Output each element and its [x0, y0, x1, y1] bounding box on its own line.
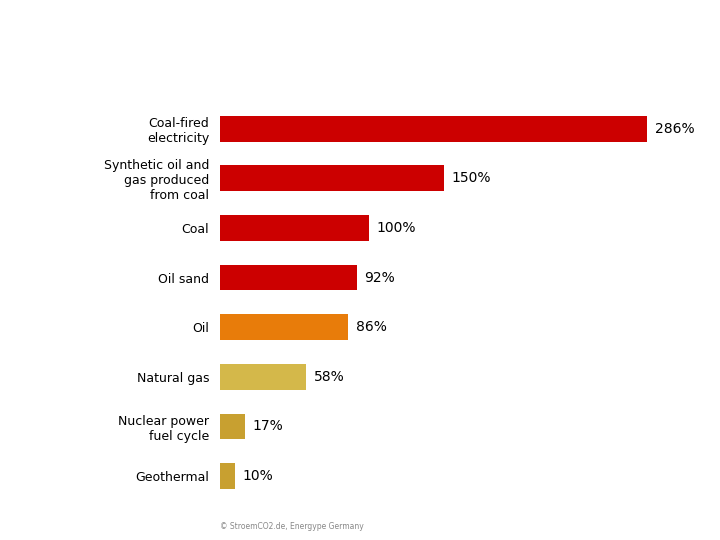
Text: 286%: 286%	[654, 122, 694, 136]
Text: 2: 2	[76, 30, 88, 48]
Text: Emissions Per Unit of Electrical: Emissions Per Unit of Electrical	[85, 15, 608, 43]
Text: 10%: 10%	[242, 469, 273, 483]
Bar	[220, 165, 444, 191]
Bar	[220, 364, 306, 390]
Bar	[220, 265, 357, 291]
Text: 150%: 150%	[451, 171, 491, 185]
Text: 86%: 86%	[356, 320, 387, 334]
Bar	[220, 463, 235, 489]
Bar	[220, 414, 245, 440]
Text: Energy Produced for Energy Sources: Energy Produced for Energy Sources	[20, 62, 623, 90]
Text: 100%: 100%	[377, 221, 416, 235]
Bar	[220, 116, 647, 141]
Text: CO: CO	[20, 15, 66, 43]
Bar	[220, 314, 348, 340]
Text: 17%: 17%	[253, 420, 283, 434]
Text: 58%: 58%	[314, 370, 344, 384]
Bar	[220, 215, 369, 241]
Text: © StroemCO2.de, Energype Germany: © StroemCO2.de, Energype Germany	[220, 522, 364, 531]
Text: 92%: 92%	[364, 271, 395, 285]
